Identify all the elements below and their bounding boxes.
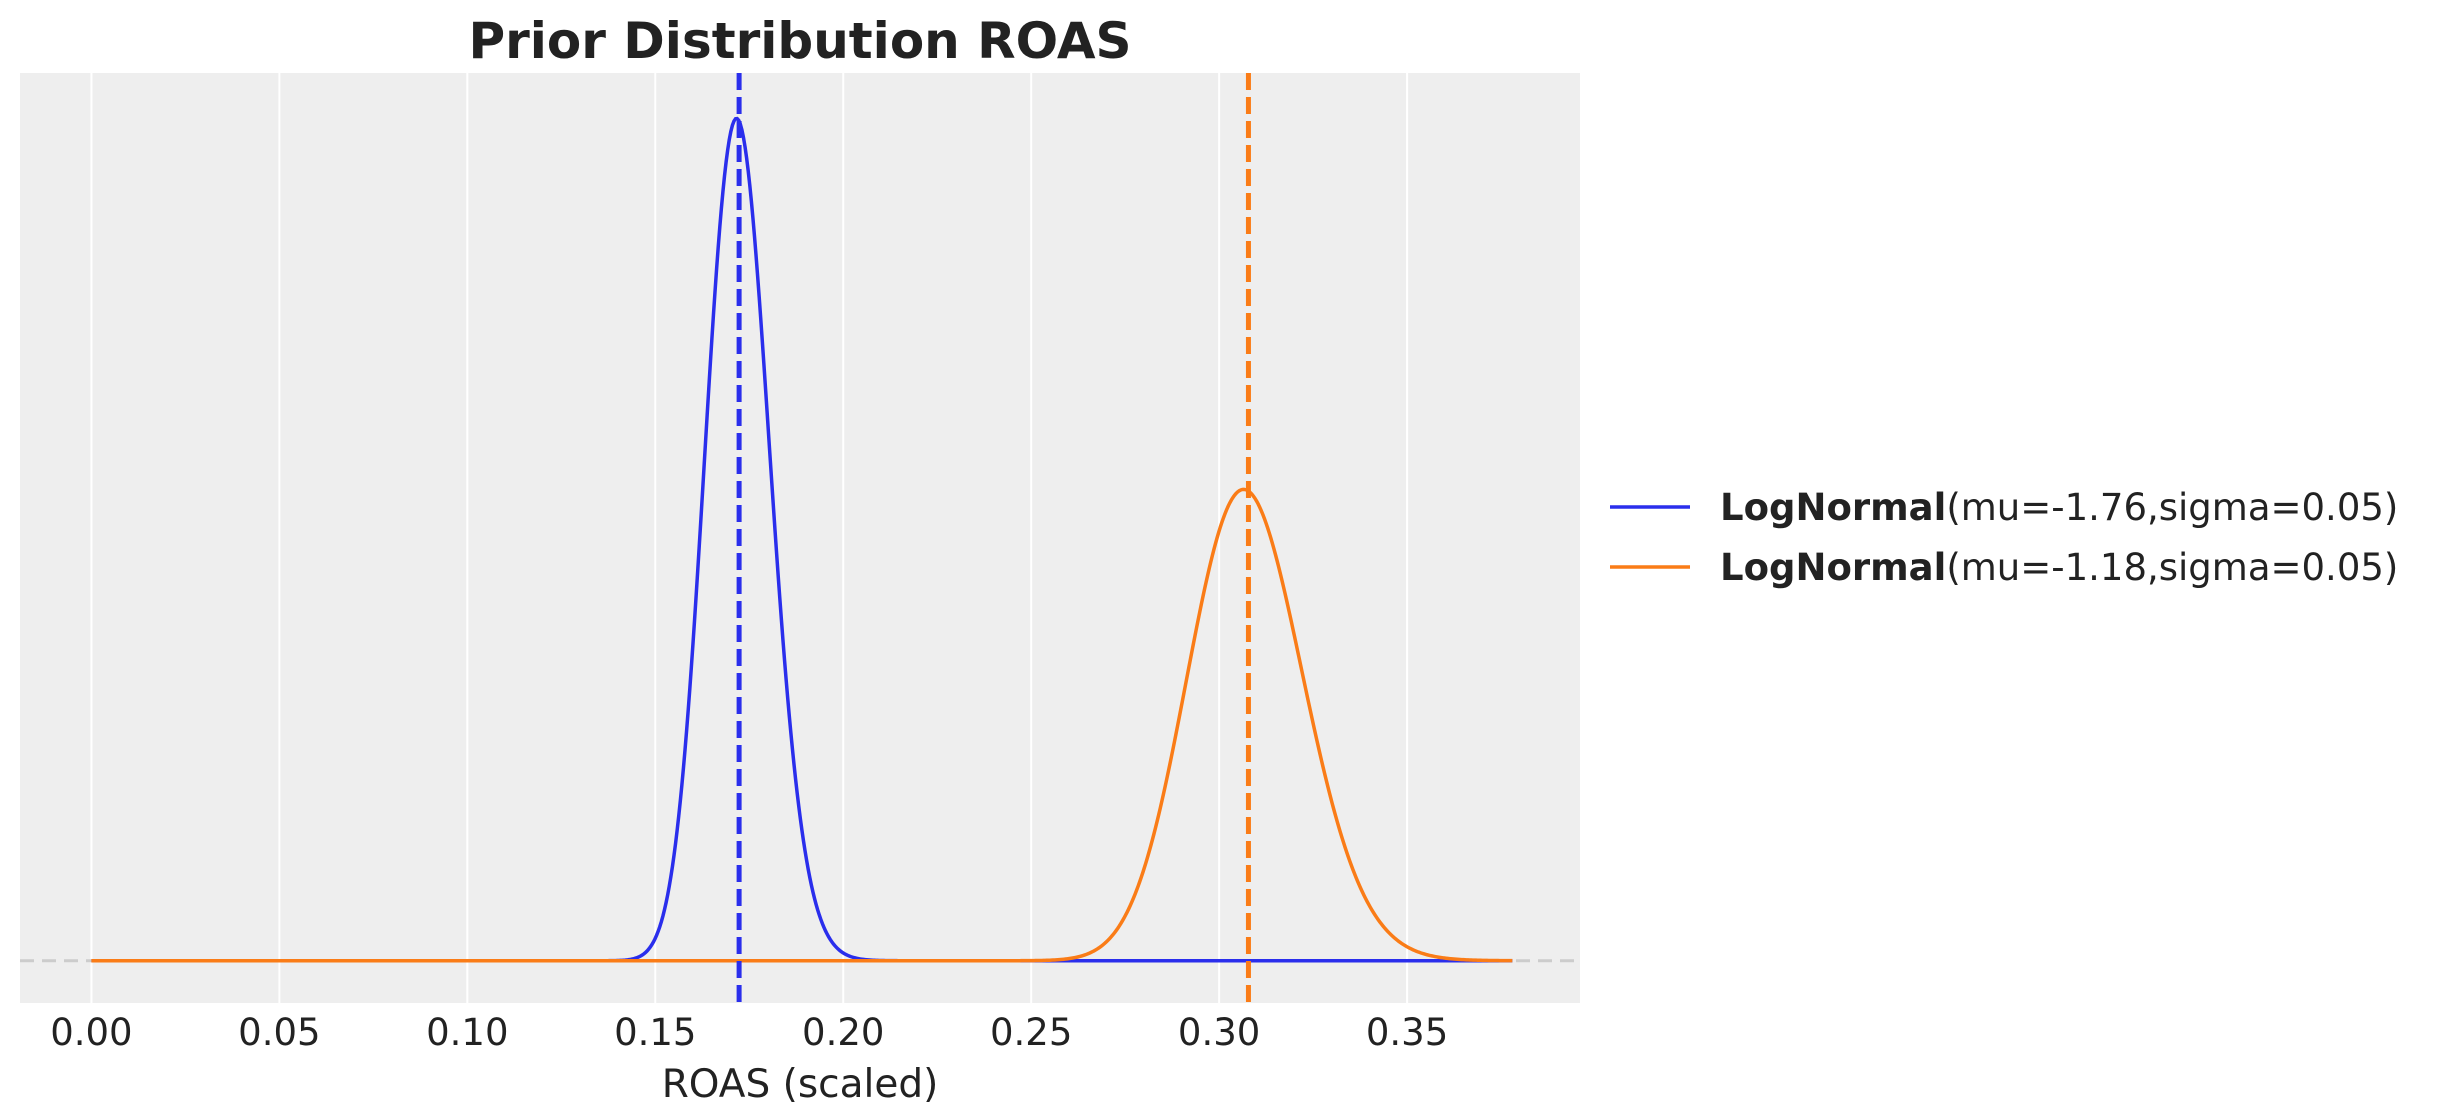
chart-marks <box>20 73 1580 1003</box>
x-tick-label: 0.20 <box>802 1011 884 1054</box>
x-tick-label: 0.35 <box>1366 1011 1448 1054</box>
legend: LogNormal(mu=-1.76,sigma=0.05)LogNormal(… <box>1610 486 2398 589</box>
grid <box>90 73 1409 1003</box>
legend-label-1: LogNormal(mu=-1.76,sigma=0.05) <box>1720 486 2398 529</box>
legend-label-bold: LogNormal <box>1720 546 1946 589</box>
x-tick-label: 0.15 <box>614 1011 696 1054</box>
chart-title: Prior Distribution ROAS <box>468 12 1131 70</box>
x-axis-label: ROAS (scaled) <box>662 1062 939 1107</box>
density-curve-2 <box>91 487 1513 963</box>
legend-label-params: (mu=-1.18,sigma=0.05) <box>1946 546 2398 589</box>
legend-label-bold: LogNormal <box>1720 486 1946 529</box>
x-tick-label: 0.00 <box>50 1011 132 1054</box>
x-tick-label: 0.25 <box>990 1011 1072 1054</box>
plot-area <box>20 73 1580 1003</box>
x-tick-label: 0.05 <box>238 1011 320 1054</box>
x-tick-label: 0.10 <box>426 1011 508 1054</box>
x-axis-ticks: 0.00 0.05 0.10 0.15 0.20 0.25 0.30 0.35 <box>50 1011 1448 1054</box>
legend-label-params: (mu=-1.76,sigma=0.05) <box>1946 486 2398 529</box>
legend-label-2: LogNormal(mu=-1.18,sigma=0.05) <box>1720 546 2398 589</box>
x-tick-label: 0.30 <box>1178 1011 1260 1054</box>
